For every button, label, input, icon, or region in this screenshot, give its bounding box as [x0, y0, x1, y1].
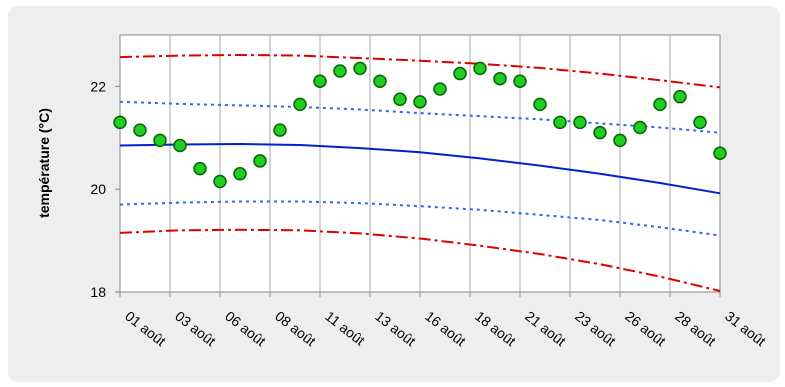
series-line-dotted	[119, 200, 721, 237]
x-tick-label: 18 août	[472, 308, 519, 349]
data-point	[273, 123, 287, 137]
series-line-dotted	[119, 100, 721, 134]
data-point	[233, 167, 247, 181]
data-point	[393, 92, 407, 106]
data-point	[573, 115, 587, 130]
x-tick-label: 21 août	[522, 308, 569, 349]
data-point	[533, 97, 547, 112]
data-point	[293, 97, 307, 112]
data-point	[493, 71, 507, 86]
x-tick-label: 01 août	[122, 308, 169, 349]
data-point	[193, 161, 207, 176]
x-tick-label: 28 août	[672, 308, 719, 349]
series-line-dashdot	[119, 54, 721, 89]
data-point	[313, 74, 327, 89]
x-tick-label: 06 août	[222, 308, 269, 349]
data-point	[213, 174, 227, 189]
series-layer	[119, 54, 721, 292]
data-point	[653, 97, 667, 112]
data-point	[633, 120, 647, 135]
data-point	[593, 125, 607, 140]
x-tick-label: 13 août	[372, 308, 419, 349]
y-tick-label: 18	[90, 284, 106, 300]
x-tick-label: 23 août	[572, 308, 619, 349]
data-point	[713, 146, 727, 160]
data-point	[173, 138, 187, 153]
data-point	[413, 95, 427, 109]
y-tick-label: 22	[90, 78, 106, 94]
y-axis-title: température (°C)	[36, 108, 52, 218]
series-line-solid	[119, 143, 721, 195]
data-point	[433, 82, 447, 96]
data-point	[253, 154, 267, 168]
x-tick-label: 26 août	[622, 308, 669, 349]
x-tick-label: 03 août	[172, 308, 219, 349]
points-layer	[113, 61, 727, 189]
data-point	[353, 61, 367, 76]
data-point	[553, 115, 567, 130]
gridlines	[169, 35, 671, 292]
x-tick-label: 31 août	[722, 308, 769, 349]
y-axis: 18 20 22	[90, 78, 120, 300]
data-point	[453, 66, 467, 81]
data-point	[333, 64, 347, 78]
x-tick-label: 11 août	[322, 308, 368, 349]
data-point	[693, 115, 707, 130]
data-point	[513, 74, 527, 89]
y-tick-label: 20	[90, 181, 106, 197]
data-point	[673, 89, 687, 104]
data-point	[113, 115, 127, 130]
x-tick-label: 08 août	[272, 308, 319, 349]
x-tick-label: 16 août	[422, 308, 469, 349]
series-line-dashdot	[119, 228, 721, 292]
data-point	[373, 74, 387, 89]
data-point	[613, 133, 627, 148]
data-point	[153, 133, 167, 148]
x-axis: 01 août 03 août 06 août 08 août 11 août 13 ao…	[119, 292, 769, 349]
data-point	[133, 123, 147, 137]
data-point	[473, 61, 487, 76]
